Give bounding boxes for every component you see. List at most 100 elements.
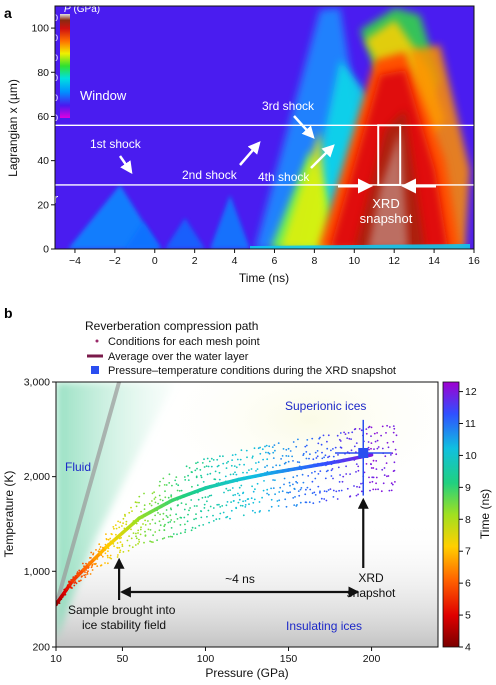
mesh-point: [208, 521, 211, 524]
mesh-point: [156, 539, 159, 542]
mesh-point: [330, 449, 332, 452]
mesh-point: [259, 510, 261, 512]
mesh-point: [230, 464, 233, 467]
mesh-point: [118, 526, 121, 529]
mesh-point: [206, 473, 209, 476]
mesh-point: [209, 505, 212, 508]
a-xtick-label: 4: [232, 255, 238, 267]
shock-label-3rd: 3rd shock: [262, 99, 315, 113]
mesh-point: [305, 451, 308, 453]
mesh-point: [188, 467, 191, 469]
region-label-water: H₂O: [23, 151, 48, 166]
mesh-point: [375, 460, 378, 462]
mesh-point: [327, 469, 329, 472]
mesh-point: [346, 487, 349, 490]
mesh-point: [187, 474, 190, 477]
a-ytick-label: 20: [37, 199, 49, 211]
mesh-point: [342, 475, 345, 478]
mesh-point: [201, 496, 204, 499]
b-ytick-label: 3,000: [24, 377, 50, 389]
mesh-point: [231, 459, 234, 461]
phase-label-fluid: Fluid: [65, 460, 91, 474]
mesh-point: [267, 493, 270, 496]
mesh-point: [229, 489, 232, 491]
mesh-point: [153, 491, 156, 494]
mesh-point: [345, 473, 348, 475]
mesh-point: [149, 529, 152, 531]
mesh-point: [176, 489, 179, 492]
mesh-point: [167, 521, 170, 524]
mesh-point: [200, 516, 203, 519]
mesh-point: [219, 506, 222, 508]
legend-entry-xrd: Pressure–temperature conditions during t…: [108, 365, 396, 377]
mesh-point: [393, 469, 396, 472]
mesh-point: [218, 503, 220, 506]
mesh-point: [332, 448, 334, 450]
mesh-point: [98, 543, 101, 546]
mesh-point: [218, 518, 221, 520]
mesh-point: [274, 479, 276, 482]
mesh-point: [212, 507, 215, 509]
mesh-point: [285, 455, 288, 457]
mesh-point: [395, 434, 398, 437]
mesh-point: [274, 449, 276, 452]
mesh-point: [377, 446, 380, 448]
mesh-point: [278, 491, 281, 493]
mesh-point: [206, 457, 209, 460]
panel-letter-a: a: [4, 5, 12, 21]
mesh-point: [214, 478, 217, 481]
mesh-point: [143, 504, 146, 507]
mesh-point: [122, 522, 124, 525]
mesh-point: [330, 475, 333, 477]
a-ytick-label: 0: [43, 244, 49, 256]
mesh-point: [193, 518, 196, 521]
mesh-point: [107, 550, 109, 553]
mesh-point: [272, 466, 274, 469]
mesh-point: [116, 542, 119, 544]
mesh-point: [248, 469, 250, 471]
mesh-point: [306, 486, 309, 489]
mesh-point: [392, 440, 395, 443]
mesh-point: [388, 489, 391, 492]
mesh-point: [339, 432, 342, 434]
mesh-point: [340, 447, 343, 449]
mesh-point: [250, 497, 253, 500]
mesh-point: [148, 502, 151, 505]
mesh-point: [100, 564, 103, 567]
mesh-point: [375, 482, 377, 485]
mesh-point: [326, 447, 329, 450]
mesh-point: [371, 476, 374, 479]
mesh-point: [206, 515, 208, 518]
mesh-point: [283, 477, 286, 480]
mesh-point: [376, 447, 379, 450]
mesh-point: [195, 462, 197, 465]
a-ytick-label: 60: [37, 111, 49, 123]
mesh-point: [190, 499, 193, 501]
mesh-point: [312, 458, 315, 461]
mesh-point: [251, 509, 254, 512]
mesh-point: [240, 449, 243, 452]
mesh-point: [343, 431, 345, 434]
xrd-point-marker: [358, 447, 369, 458]
mesh-point: [339, 474, 341, 476]
mesh-point: [95, 549, 97, 551]
mesh-point: [244, 500, 247, 502]
mesh-point: [293, 504, 296, 506]
mesh-point: [270, 498, 273, 501]
mesh-point: [161, 537, 164, 540]
mesh-point: [86, 573, 89, 575]
mesh-point: [172, 533, 175, 535]
xrd-window-rect: [377, 124, 402, 186]
mesh-point: [140, 526, 142, 529]
mesh-point: [314, 470, 316, 473]
mesh-point: [202, 481, 205, 483]
pressure-colorbar-tick: 150: [43, 53, 58, 63]
mesh-points: [56, 424, 398, 607]
mesh-point: [369, 489, 371, 492]
mesh-point: [321, 451, 323, 454]
mesh-point: [212, 520, 215, 522]
mesh-point: [180, 489, 183, 492]
mesh-point: [282, 448, 285, 450]
time-colorbar-tick-label: 9: [465, 482, 471, 494]
mesh-point: [244, 506, 247, 508]
